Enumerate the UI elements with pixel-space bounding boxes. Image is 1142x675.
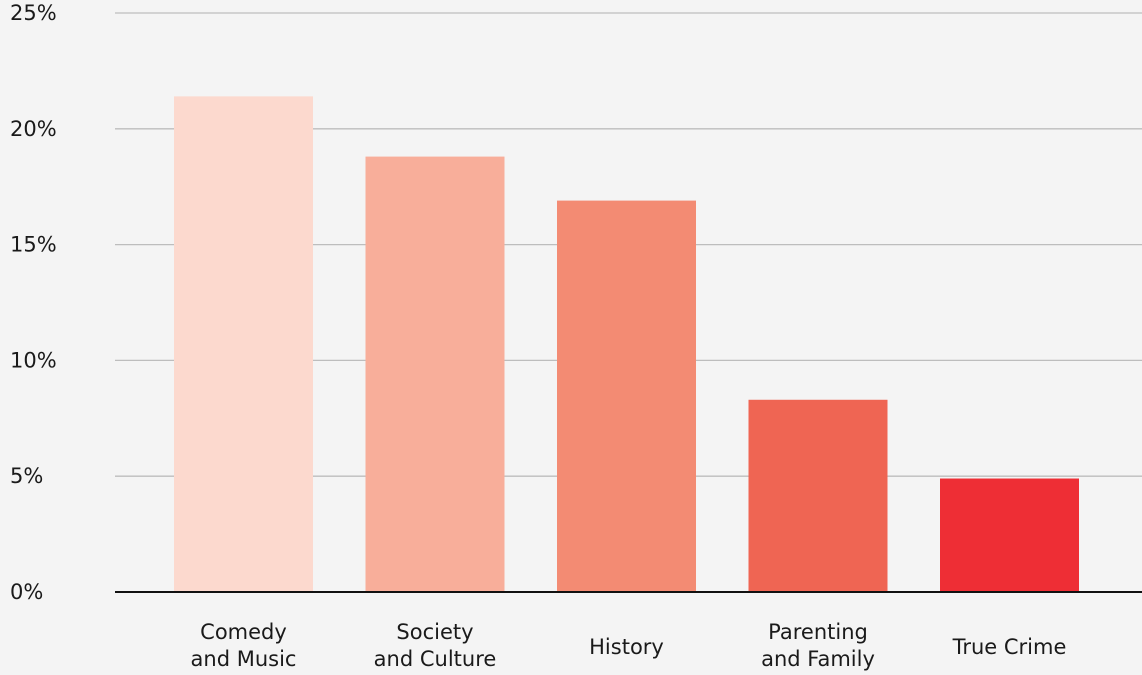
y-tick-label: 0% — [10, 580, 43, 604]
y-tick-label: 25% — [10, 1, 57, 25]
bar — [940, 478, 1079, 592]
bar — [557, 200, 696, 592]
y-tick-label: 20% — [10, 117, 57, 141]
bars — [174, 96, 1079, 593]
x-category-label: True Crime — [952, 635, 1067, 659]
x-category-label: History — [589, 635, 664, 659]
x-axis-category-labels: Comedy and Music Society and Culture History… — [191, 620, 1067, 671]
x-category-label: Comedy and Music — [191, 620, 297, 671]
x-category-label: Parenting and Family — [761, 620, 875, 671]
y-axis-tick-labels: 0% 5% 10% 15% 20% 25% — [10, 1, 57, 604]
y-tick-label: 15% — [10, 233, 57, 257]
bar — [365, 156, 505, 593]
y-tick-label: 10% — [10, 348, 57, 372]
x-category-label: Society and Culture — [374, 620, 497, 671]
y-tick-label: 5% — [10, 464, 43, 488]
bar — [748, 399, 888, 592]
bar — [174, 96, 313, 592]
